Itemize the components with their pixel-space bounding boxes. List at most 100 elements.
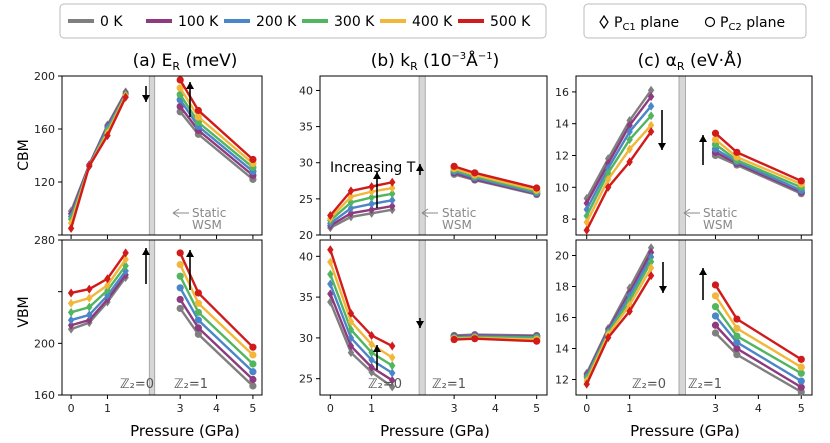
series-line-pc1-100k xyxy=(70,274,127,327)
plane-c1-label: PC1 plane xyxy=(614,15,679,33)
diamond-point xyxy=(67,320,75,330)
y-tick-label: 160 xyxy=(34,123,55,136)
diamond-point xyxy=(647,92,655,102)
circle-point xyxy=(733,351,741,359)
arrow-up-c-vbm-head xyxy=(699,268,707,275)
diamond-point xyxy=(368,187,375,197)
y-tick-label: 200 xyxy=(34,337,55,350)
arrow-up-b-cbm-right-head xyxy=(416,164,424,171)
diamond-point xyxy=(67,288,75,298)
static-label-c: Static xyxy=(703,206,737,220)
series-line-pc1-300k xyxy=(585,114,652,217)
panel-b-cbm: 20 25 30 35 40 xyxy=(299,75,548,242)
circle-point xyxy=(176,76,184,84)
diamond-point xyxy=(647,127,655,137)
x-tick-label: 4 xyxy=(492,402,499,415)
circle-point xyxy=(733,338,741,346)
diamond-point xyxy=(368,192,375,202)
diamond-point xyxy=(104,274,111,284)
diamond-point xyxy=(86,284,93,294)
diamond-point xyxy=(389,352,396,362)
diamond-point xyxy=(86,302,93,312)
diamond-point xyxy=(626,306,633,316)
diamond-point xyxy=(389,201,396,211)
static-band xyxy=(678,239,686,396)
y-tick-label: 12 xyxy=(555,374,569,387)
annotation-arrows xyxy=(142,82,707,370)
circle-point xyxy=(194,299,202,307)
y-tick-label: 25 xyxy=(299,193,313,206)
arrow-down-c-cbm-head xyxy=(658,143,666,150)
circle-point xyxy=(733,148,741,156)
legend-label-0k: 0 K xyxy=(100,14,123,30)
wsm-label-c: WSM xyxy=(703,218,733,232)
circle-point xyxy=(797,377,805,385)
circle-point xyxy=(194,106,202,115)
diamond-point xyxy=(647,120,655,130)
panel-a-vbm: 160 200 280 0 1 3 4 5 xyxy=(34,234,263,415)
circle-point xyxy=(733,332,741,340)
diamond-point xyxy=(104,280,111,290)
diamond-point xyxy=(389,361,396,371)
increasing-t-label: Increasing T xyxy=(330,160,416,176)
circle-point xyxy=(711,129,720,137)
z2-zero-b: ℤ₂=0 xyxy=(368,377,402,392)
y-tick-label: 40 xyxy=(299,84,313,97)
static-band xyxy=(418,239,426,396)
title-a: (a) ER (meV) xyxy=(133,51,238,73)
diamond-point xyxy=(626,135,633,145)
series-line-pc1-200k xyxy=(585,105,653,211)
diamond-point xyxy=(347,325,355,335)
diamond-point xyxy=(604,158,612,168)
arrow-down-c-vbm-head xyxy=(659,286,667,293)
panel-frame xyxy=(61,239,263,396)
arrow-down-a-cbm-head xyxy=(142,95,150,102)
arrow-up-a-vbm-right-head xyxy=(186,250,194,257)
arrow-up-b-vbm-head xyxy=(373,345,381,352)
legend-label-500k: 500 K xyxy=(490,14,531,30)
diamond-point xyxy=(347,197,355,207)
circle-point xyxy=(797,383,805,391)
diamond-point xyxy=(389,189,396,199)
diamond-point xyxy=(347,186,355,196)
diamond-point xyxy=(347,333,355,343)
y-tick-label: 8 xyxy=(562,213,569,226)
arrow-up-c-cbm-head xyxy=(699,135,707,142)
wsm-label-b: WSM xyxy=(442,218,472,232)
series-line-pc1-100k xyxy=(329,204,393,227)
diamond-point xyxy=(368,205,375,215)
y-tick-label: 200 xyxy=(34,70,55,83)
circle-point xyxy=(471,335,479,343)
legend-label-400k: 400 K xyxy=(412,14,453,30)
plane-legend-box xyxy=(583,3,807,39)
diamond-point xyxy=(647,243,655,253)
circle-point xyxy=(194,118,202,126)
y-tick-label: 30 xyxy=(299,332,313,345)
panel-frame xyxy=(319,75,548,236)
circle-point xyxy=(249,343,257,351)
static-band xyxy=(678,75,686,236)
series-line-pc1-500k xyxy=(585,275,653,385)
wsm-label-a: WSM xyxy=(192,218,222,232)
diamond-point xyxy=(368,355,375,365)
panel-c-cbm: 8 10 12 14 16 xyxy=(555,75,813,239)
legend-label-300k: 300 K xyxy=(334,14,375,30)
series-line-pc1-300k xyxy=(329,273,393,367)
circle-point xyxy=(176,272,184,280)
z2-zero-c: ℤ₂=0 xyxy=(632,377,666,392)
circle-point xyxy=(711,281,720,289)
circle-point xyxy=(733,315,741,323)
diamond-point xyxy=(389,368,396,378)
title-c: (c) αR (eV·Å) xyxy=(638,49,743,73)
diamond-point xyxy=(86,315,93,325)
diamond-point xyxy=(604,168,612,178)
diamond-point xyxy=(389,177,396,187)
x-tick-label: 1 xyxy=(626,402,633,415)
x-tick-label: 0 xyxy=(327,402,334,415)
diamond-point xyxy=(368,199,375,209)
xlabel-b: Pressure (GPa) xyxy=(380,422,490,440)
diamond-point xyxy=(626,120,633,130)
circle-point xyxy=(249,368,257,376)
diamond-point xyxy=(104,285,111,295)
